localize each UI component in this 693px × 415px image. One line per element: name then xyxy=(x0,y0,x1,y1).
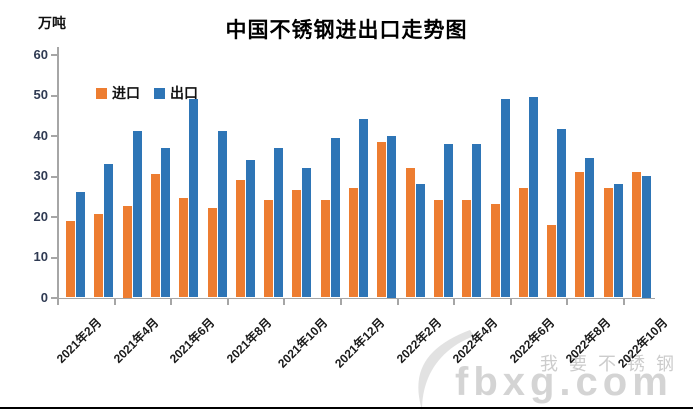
bar-出口-2022年6月 xyxy=(528,97,538,298)
x-axis-tick xyxy=(340,299,342,305)
y-axis-tick xyxy=(51,135,57,137)
bar-出口-2021年4月 xyxy=(132,131,142,298)
y-axis-tick xyxy=(51,94,57,97)
bar-出口-2021年8月 xyxy=(245,159,255,298)
x-axis-tick xyxy=(396,299,399,305)
y-axis-tick-label: 20 xyxy=(33,208,48,224)
bar-进口-2022年8月 xyxy=(575,171,585,298)
y-axis-tick-label: 50 xyxy=(33,87,48,102)
bar-出口-2022年10月 xyxy=(642,176,651,298)
y-axis-line xyxy=(57,47,59,299)
bar-出口-2022年5月 xyxy=(500,99,510,298)
bar-进口-2022年9月 xyxy=(603,188,613,298)
bar-出口-2021年5月 xyxy=(160,147,170,298)
chart-legend: 进口 出口 xyxy=(96,83,198,103)
bar-进口-2022年4月 xyxy=(462,200,472,298)
bar-进口-2022年6月 xyxy=(518,188,528,298)
y-axis-tick-label: 40 xyxy=(33,127,48,143)
y-axis-unit-label: 万吨 xyxy=(38,15,66,31)
x-axis-tick xyxy=(566,299,569,305)
x-axis-line xyxy=(57,297,655,299)
y-axis-tick xyxy=(51,216,57,218)
bar-进口-2021年11月 xyxy=(320,200,330,298)
bar-进口-2022年2月 xyxy=(405,167,415,298)
legend-item-export: 出口 xyxy=(154,83,198,103)
x-axis-tick xyxy=(226,299,229,305)
legend-item-import: 进口 xyxy=(96,83,140,103)
x-axis-tick xyxy=(170,299,173,305)
y-axis-tick xyxy=(51,297,57,299)
bar-进口-2021年5月 xyxy=(150,173,160,298)
y-axis-tick-label: 10 xyxy=(33,249,48,264)
bar-出口-2022年7月 xyxy=(557,129,567,298)
bar-出口-2021年7月 xyxy=(217,131,227,298)
y-axis-tick xyxy=(51,54,57,56)
y-axis-tick-label: 30 xyxy=(33,168,48,183)
bar-进口-2021年4月 xyxy=(122,206,132,298)
bar-进口-2021年3月 xyxy=(94,214,104,298)
bar-出口-2021年10月 xyxy=(302,167,312,298)
y-axis-tick xyxy=(51,175,57,178)
bar-进口-2022年7月 xyxy=(547,224,557,298)
y-axis-tick-label: 0 xyxy=(40,289,48,305)
bar-出口-2021年12月 xyxy=(359,119,368,298)
bottom-divider xyxy=(0,407,693,409)
chart-title: 中国不锈钢进出口走势图 xyxy=(225,18,468,42)
bar-出口-2021年2月 xyxy=(76,192,85,298)
bar-进口-2021年9月 xyxy=(264,200,274,298)
y-axis-tick-label: 60 xyxy=(33,46,48,62)
bar-进口-2022年5月 xyxy=(490,204,500,298)
bar-出口-2022年9月 xyxy=(613,184,623,298)
bar-出口-2021年9月 xyxy=(274,147,284,298)
x-axis-tick xyxy=(623,299,625,305)
bar-出口-2022年3月 xyxy=(443,143,453,298)
bar-进口-2021年12月 xyxy=(349,188,358,298)
x-axis-tick xyxy=(283,299,286,305)
legend-import-label: 进口 xyxy=(112,85,140,101)
bar-进口-2021年8月 xyxy=(235,180,245,298)
bar-出口-2021年11月 xyxy=(330,137,340,298)
import-legend-swatch-icon xyxy=(96,87,107,99)
x-axis-tick xyxy=(509,299,512,305)
x-axis-tick xyxy=(113,299,116,305)
bar-出口-2022年8月 xyxy=(585,157,595,298)
export-legend-swatch-icon xyxy=(154,87,165,99)
x-axis-tick xyxy=(453,299,456,305)
bar-进口-2021年10月 xyxy=(292,190,302,298)
bar-进口-2021年6月 xyxy=(179,198,189,298)
bar-进口-2022年10月 xyxy=(632,171,641,298)
bar-进口-2021年7月 xyxy=(207,208,217,298)
watermark-swoosh-icon xyxy=(418,330,474,410)
bar-进口-2022年3月 xyxy=(433,200,443,298)
x-axis-tick xyxy=(57,299,59,305)
y-axis-tick xyxy=(51,256,57,259)
bar-出口-2021年3月 xyxy=(104,163,114,298)
bar-出口-2022年1月 xyxy=(387,135,397,298)
watermark-text-site: fbxg.com xyxy=(455,360,673,404)
bar-出口-2021年6月 xyxy=(189,99,199,298)
watermark-text-cn: 我要不锈钢 xyxy=(540,354,685,374)
bar-出口-2022年4月 xyxy=(472,143,482,298)
bar-进口-2021年2月 xyxy=(66,220,75,298)
legend-export-label: 出口 xyxy=(170,85,198,101)
bar-出口-2022年2月 xyxy=(415,184,425,298)
bar-进口-2022年1月 xyxy=(377,141,387,298)
